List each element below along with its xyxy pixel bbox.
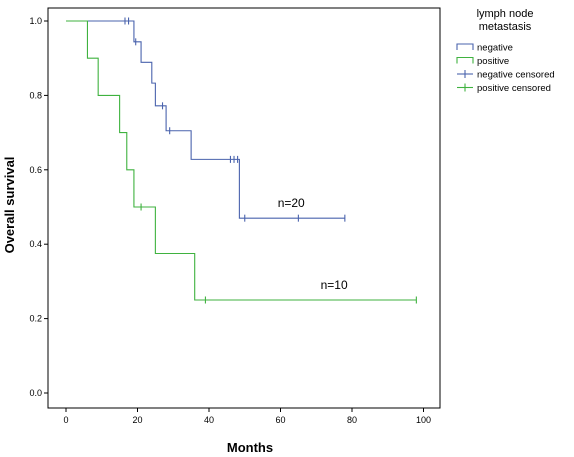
- axes: 0 20 40 60 80 100 0.0 0.2 0.4 0.6 0.8 1.0: [29, 16, 431, 425]
- series-layer: [66, 17, 417, 304]
- legend-swatch-positive: [456, 56, 474, 64]
- x-tick-label: 80: [347, 415, 357, 425]
- x-tick-label: 0: [63, 415, 68, 425]
- x-tick-label: 60: [275, 415, 285, 425]
- legend-label-positive: positive: [477, 56, 509, 67]
- x-tick-label: 40: [204, 415, 214, 425]
- annotations: n=20 n=10: [278, 196, 348, 292]
- legend-items: negative positive negative censored positiv…: [456, 43, 555, 94]
- n-annotation: n=20: [278, 196, 305, 210]
- series-line-negative: [66, 20, 345, 219]
- y-tick-label: 0.4: [29, 239, 42, 249]
- legend-label-positive-censored: positive censored: [477, 83, 551, 94]
- legend: lymph node metastasis negativepositivene…: [456, 8, 555, 94]
- series-line-positive: [66, 20, 417, 301]
- x-axis-label: Months: [227, 440, 273, 455]
- legend-swatch-negative: [456, 43, 474, 50]
- y-tick-label: 0.0: [29, 388, 42, 398]
- n-annotation: n=10: [321, 278, 348, 292]
- y-tick-label: 0.6: [29, 165, 42, 175]
- legend-label-negative-censored: negative censored: [477, 70, 555, 81]
- legend-title-line-1: lymph node: [477, 8, 534, 20]
- y-axis-label: Overall survival: [2, 157, 17, 254]
- plot-frame: [47, 7, 441, 409]
- x-tick-label: 100: [416, 415, 431, 425]
- legend-label-negative: negative: [477, 43, 513, 54]
- y-tick-label: 1.0: [29, 16, 42, 26]
- legend-title-line-2: metastasis: [479, 21, 532, 33]
- y-tick-label: 0.2: [29, 314, 42, 324]
- y-tick-label: 0.8: [29, 90, 42, 100]
- x-tick-label: 20: [132, 415, 142, 425]
